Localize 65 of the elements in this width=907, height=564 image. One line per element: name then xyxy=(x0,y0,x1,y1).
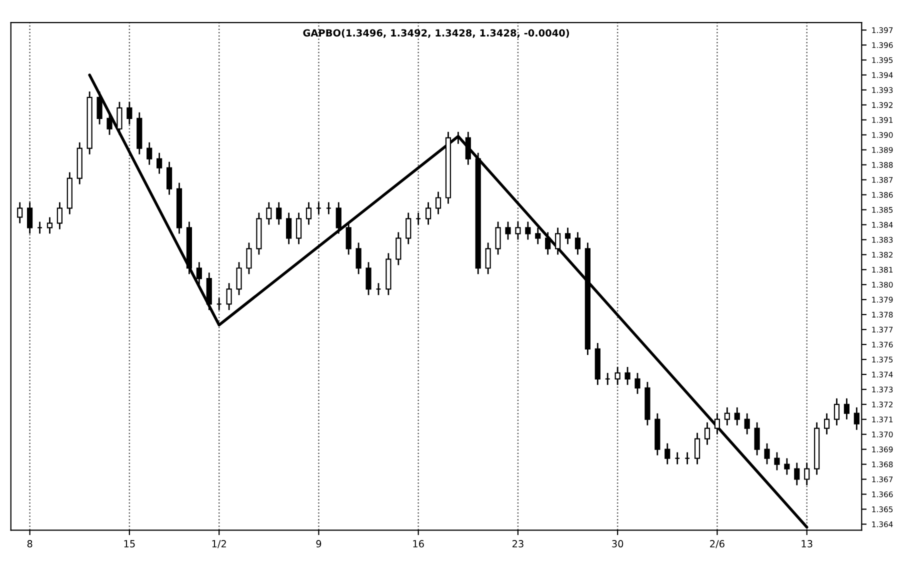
candlestick xyxy=(495,221,501,256)
x-tick-label: 1/2 xyxy=(212,540,226,548)
candlestick xyxy=(126,101,132,126)
candlestick xyxy=(146,142,152,166)
candlestick xyxy=(196,261,202,286)
candlestick xyxy=(27,202,33,234)
candlestick xyxy=(564,227,571,245)
candlestick xyxy=(844,398,850,420)
candlestick xyxy=(286,212,292,245)
candlestick xyxy=(824,412,830,436)
candlestick xyxy=(614,366,620,386)
candlestick xyxy=(545,231,551,256)
candlestick xyxy=(46,216,53,234)
candlestick xyxy=(714,412,720,436)
candlestick xyxy=(465,131,471,166)
candlestick xyxy=(346,221,352,256)
candlestick xyxy=(56,202,62,230)
candlestick xyxy=(694,432,700,465)
candlestick xyxy=(744,412,750,436)
candlestick xyxy=(435,191,442,215)
candlestick xyxy=(236,261,242,296)
candlestick xyxy=(794,462,800,486)
candlestick xyxy=(515,221,521,240)
candlestick xyxy=(276,202,282,226)
candlestick xyxy=(574,231,581,256)
candlestick xyxy=(754,422,760,456)
candlestick xyxy=(156,152,162,174)
candlestick xyxy=(664,442,670,465)
candlestick xyxy=(525,221,531,240)
candlestick xyxy=(396,231,402,266)
x-tick-label: 2/6 xyxy=(710,540,724,548)
candlestick xyxy=(356,242,362,275)
candlestick xyxy=(306,202,312,226)
text: GAPBO(1.3496, 1.3492, 1.3428, 1.3428, -0.0040) xyxy=(303,29,569,38)
x-tick-label: 15 xyxy=(124,540,135,548)
candlestick xyxy=(555,227,561,256)
candlestick xyxy=(406,212,412,245)
candlestick xyxy=(166,161,172,196)
candlestick xyxy=(266,202,272,226)
candlestick xyxy=(226,282,232,311)
x-tick-label: 8 xyxy=(27,540,32,548)
candlestick xyxy=(296,212,302,245)
candlestick xyxy=(246,242,252,275)
x-tick-label: 30 xyxy=(612,540,624,548)
candlestick xyxy=(336,202,342,234)
candlestick xyxy=(535,227,541,245)
x-tick-label: 16 xyxy=(413,540,424,548)
candlestick xyxy=(784,458,790,476)
candlestick xyxy=(764,442,770,465)
candlestick xyxy=(17,202,23,224)
candlestick xyxy=(804,462,810,486)
candlestick xyxy=(734,406,740,426)
candlestick xyxy=(834,398,840,426)
candlestick xyxy=(426,202,432,226)
candlestick xyxy=(704,422,710,446)
x-tick-label: 23 xyxy=(512,540,524,548)
candlestick xyxy=(724,406,730,426)
candlestick xyxy=(485,242,491,275)
candlestick xyxy=(505,221,511,240)
candlestick xyxy=(634,372,640,395)
candlestick xyxy=(624,366,630,386)
candlestick xyxy=(366,261,372,296)
x-tick-label: 9 xyxy=(316,540,322,548)
candlestick xyxy=(774,452,780,471)
x-tick-label: 13 xyxy=(802,540,812,548)
